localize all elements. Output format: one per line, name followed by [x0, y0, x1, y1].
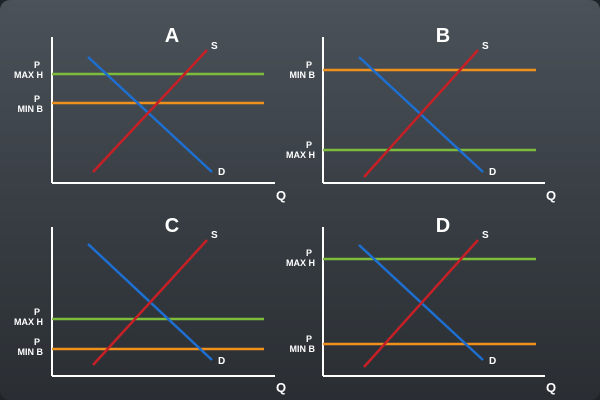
panel-a-letter: A	[165, 25, 179, 47]
panel-d-s-label: S	[482, 230, 489, 241]
panel-a-max-label-sub: MAX H	[14, 70, 43, 80]
panel-d-min-label-p: P	[306, 334, 312, 344]
panel-b-d-label: D	[489, 167, 496, 178]
panel-d-q-label: Q	[546, 380, 556, 395]
panel-a-supply-curve	[92, 49, 208, 173]
panel-b-q-label: Q	[546, 188, 556, 203]
panel-c-min-label-sub: MIN B	[18, 347, 44, 357]
panel-c-max-label-p: P	[34, 307, 40, 317]
panel-d-d-label: D	[489, 356, 496, 367]
panel-b-s-label: S	[482, 41, 489, 52]
panel-a-min-label-sub: MIN B	[18, 104, 44, 114]
panel-d-min-label-sub: MIN B	[290, 344, 316, 354]
panel-a-s-label: S	[211, 41, 218, 52]
panel-a-min-label-p: P	[34, 94, 40, 104]
panel-c-q-label: Q	[276, 380, 286, 395]
panel-b-letter: B	[436, 25, 450, 47]
panel-b-min-label-sub: MIN B	[290, 70, 316, 80]
panel-a-d-label: D	[218, 167, 225, 178]
panel-b-max-label-sub: MAX H	[286, 150, 315, 160]
panel-d-max-label-p: P	[306, 248, 312, 258]
panel-a: A Q S D P MAX H P MIN B	[14, 25, 286, 203]
panel-c: C Q S D P MAX H P MIN B	[14, 215, 286, 395]
panel-c-d-label: D	[218, 356, 225, 367]
panel-c-letter: C	[165, 215, 179, 237]
panel-c-supply-curve	[92, 239, 208, 366]
panel-d-letter: D	[436, 215, 450, 237]
panel-b-supply-curve	[363, 49, 479, 178]
panel-d-max-label-sub: MAX H	[286, 258, 315, 268]
panel-b: B Q S D P MIN B P MAX H	[286, 25, 556, 203]
panel-b-max-label-p: P	[306, 140, 312, 150]
panel-c-min-label-p: P	[34, 337, 40, 347]
panel-c-s-label: S	[211, 230, 218, 241]
panel-d-supply-curve	[363, 239, 479, 368]
panel-a-q-label: Q	[276, 188, 286, 203]
panel-a-demand-curve	[87, 56, 213, 173]
panel-d: D Q S D P MAX H P MIN B	[286, 215, 556, 395]
panel-a-max-label-p: P	[34, 60, 40, 70]
panel-b-min-label-p: P	[306, 60, 312, 70]
panel-c-max-label-sub: MAX H	[14, 317, 43, 327]
